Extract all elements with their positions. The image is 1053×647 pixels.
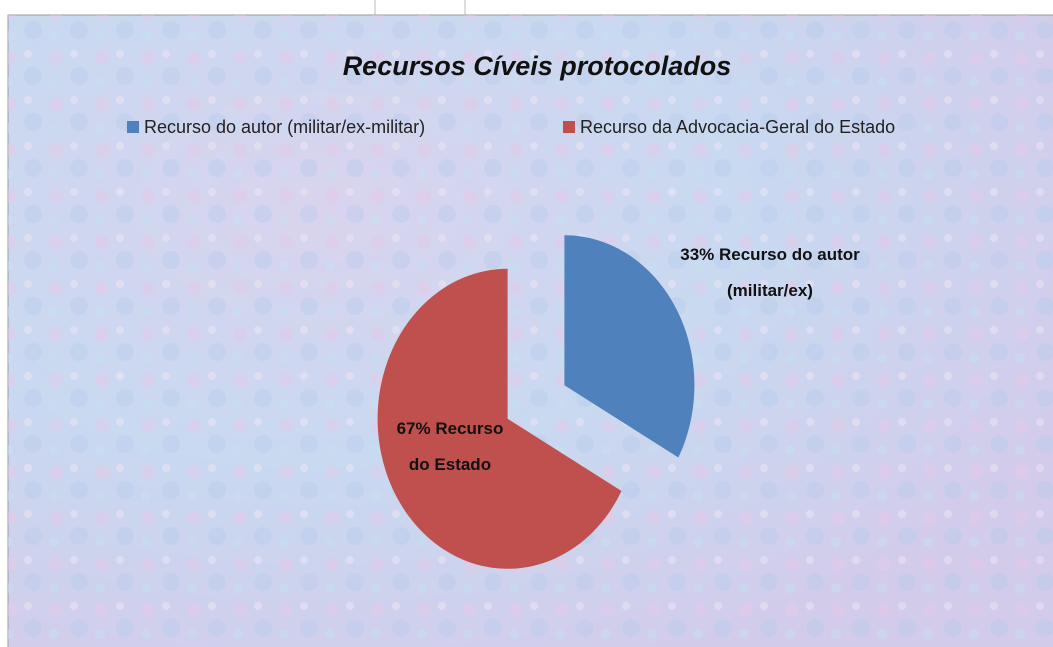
- legend-swatch: [127, 121, 139, 133]
- legend-swatch: [563, 121, 575, 133]
- data-label-box: 67% Recurso do Estado: [395, 387, 505, 507]
- data-label-value: 67%: [396, 419, 431, 438]
- data-label-value: 33%: [680, 245, 715, 264]
- data-label-text: 67% Recurso do Estado: [395, 411, 505, 483]
- data-label: 67% Recurso do Estado: [395, 387, 505, 507]
- data-label: 33% Recurso do autor (militar/ex): [675, 213, 865, 333]
- pie-slice: [377, 268, 622, 569]
- data-label-name: Recurso do autor (militar/ex): [719, 245, 860, 300]
- chart-title: Recursos Cíveis protocolados: [343, 51, 732, 81]
- data-label-text: 33% Recurso do autor (militar/ex): [675, 237, 865, 309]
- data-label-box: 33% Recurso do autor (militar/ex): [675, 213, 865, 333]
- legend-label: Recurso do autor (militar/ex-militar): [144, 117, 425, 137]
- legend-label: Recurso da Advocacia-Geral do Estado: [580, 117, 895, 137]
- pie-slice: [564, 235, 695, 458]
- data-label-name: Recurso do Estado: [408, 419, 504, 474]
